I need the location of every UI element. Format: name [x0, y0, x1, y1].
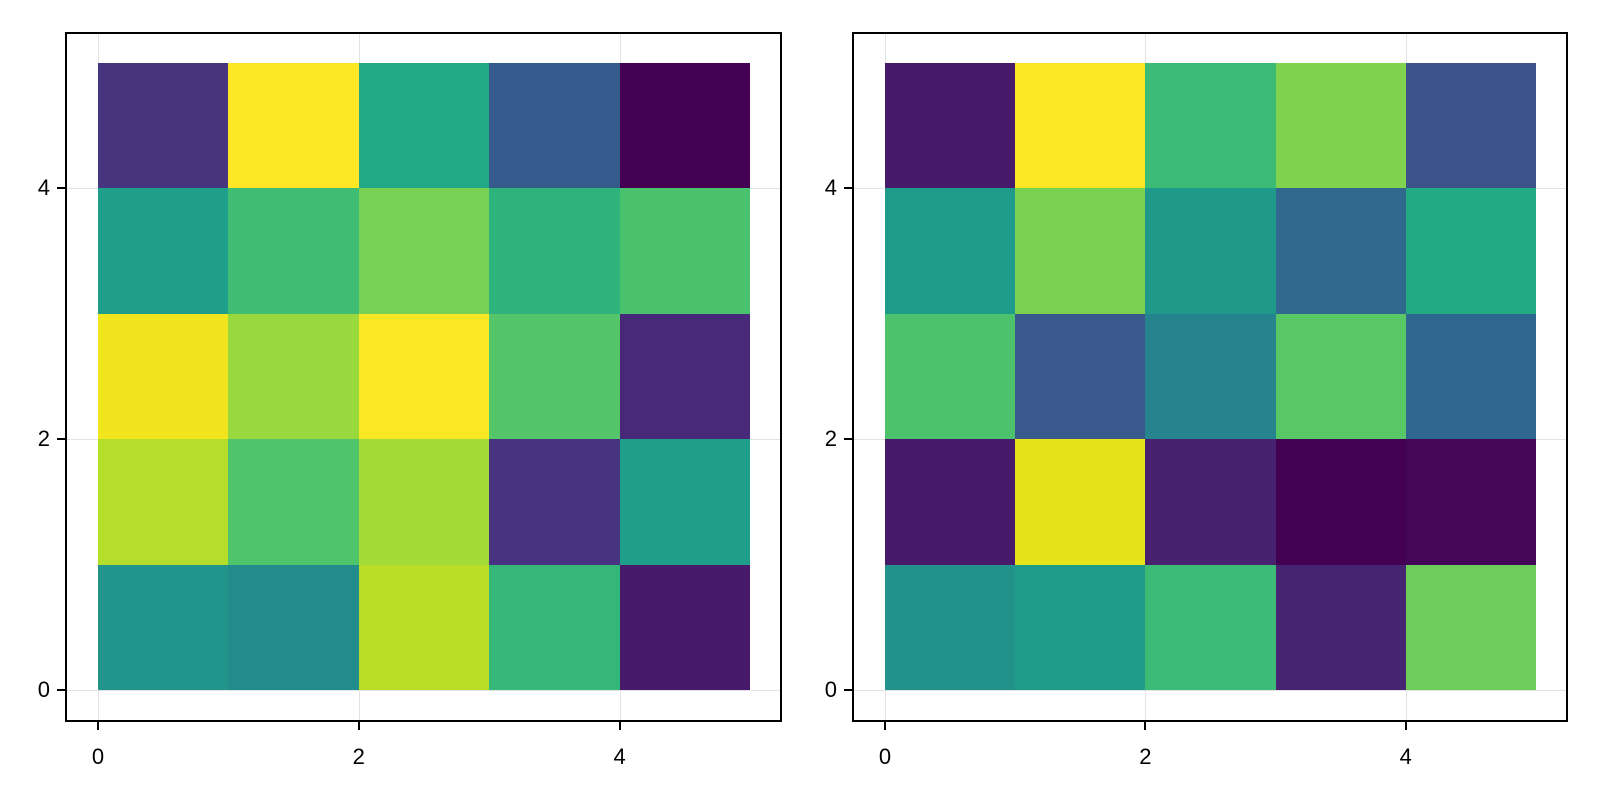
heatmap-cell	[1145, 439, 1276, 565]
x-tick-label: 4	[1399, 744, 1412, 769]
heatmap-cell	[98, 439, 228, 565]
y-tick-mark	[57, 438, 65, 441]
heatmap-cell	[489, 565, 620, 690]
heatmap-cell	[489, 188, 620, 314]
heatmap-cell	[620, 63, 750, 188]
heatmap-cell	[1145, 63, 1276, 188]
heatmap-cell	[1406, 314, 1536, 439]
heatmap-cell	[885, 188, 1015, 314]
heatmap-cell	[98, 188, 228, 314]
heatmap-cell	[620, 439, 750, 565]
heatmap-cell	[1015, 565, 1145, 690]
y-tick-label: 0	[824, 677, 837, 702]
heatmap-cell	[1276, 63, 1406, 188]
x-tick-label: 2	[1139, 744, 1152, 769]
heatmap-cell	[1406, 439, 1536, 565]
heatmap-cell	[359, 188, 489, 314]
x-tick-label: 0	[91, 744, 105, 769]
x-tick-mark	[618, 722, 621, 730]
heatmap-cell	[228, 439, 359, 565]
heatmap-cell	[1406, 188, 1536, 314]
y-tick-label: 2	[824, 426, 837, 452]
y-tick-label: 4	[824, 175, 837, 201]
heatmap-cell	[1145, 188, 1276, 314]
heatmap-cell	[359, 565, 489, 690]
heatmap-cell	[359, 439, 489, 565]
heatmap-cell	[98, 314, 228, 439]
heatmap-cell	[885, 314, 1015, 439]
heatmap-cell	[885, 565, 1015, 690]
y-tick-label: 2	[37, 426, 50, 452]
heatmap-cell	[98, 565, 228, 690]
heatmap-cell	[620, 565, 750, 690]
y-tick-mark	[57, 187, 65, 190]
y-tick-mark	[844, 689, 852, 691]
heatmap-cell	[1015, 188, 1145, 314]
heatmap-cell	[885, 439, 1015, 565]
x-tick-mark	[357, 722, 360, 730]
y-tick-label: 4	[37, 175, 50, 201]
y-tick-mark	[844, 438, 852, 441]
x-tick-mark	[884, 722, 886, 730]
y-tick-mark	[57, 689, 65, 691]
heatmap-cell	[1015, 314, 1145, 439]
heatmap-cell	[359, 314, 489, 439]
heatmap-cell	[228, 63, 359, 188]
heatmap-cell	[1276, 314, 1406, 439]
heatmap-cell	[1145, 314, 1276, 439]
heatmap-cell	[228, 565, 359, 690]
heatmap-cell	[489, 439, 620, 565]
gridline-horizontal	[67, 690, 780, 691]
x-tick-label: 2	[352, 744, 365, 769]
heatmap-cell	[359, 63, 489, 188]
x-tick-label: 0	[878, 744, 892, 769]
heatmap-cell	[228, 188, 359, 314]
heatmap-cell	[1276, 565, 1406, 690]
gridline-horizontal	[854, 690, 1566, 691]
heatmap-cell	[228, 314, 359, 439]
heatmap-cell	[489, 314, 620, 439]
x-tick-mark	[1404, 722, 1407, 730]
heatmap-cell	[1015, 63, 1145, 188]
heatmap-cell	[1145, 565, 1276, 690]
heatmap-cell	[98, 63, 228, 188]
heatmap-cell	[489, 63, 620, 188]
x-tick-mark	[97, 722, 99, 730]
heatmap-cell	[1015, 439, 1145, 565]
heatmap-cell	[1406, 565, 1536, 690]
y-tick-mark	[844, 187, 852, 190]
y-tick-label: 0	[37, 677, 50, 702]
x-tick-label: 4	[613, 744, 626, 769]
x-tick-mark	[1144, 722, 1147, 730]
heatmap-cell	[1406, 63, 1536, 188]
heatmap-cell	[885, 63, 1015, 188]
heatmap-cell	[1276, 188, 1406, 314]
heatmap-cell	[620, 314, 750, 439]
heatmap-cell	[620, 188, 750, 314]
heatmap-cell	[1276, 439, 1406, 565]
